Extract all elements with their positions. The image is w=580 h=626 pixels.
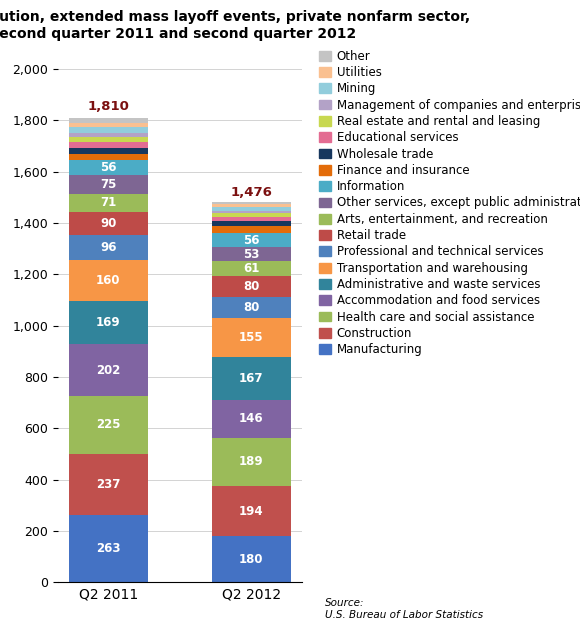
Bar [69,344,148,396]
Bar [212,210,291,213]
Text: Source:
U.S. Bureau of Labor Statistics: Source: U.S. Bureau of Labor Statistics [325,598,483,620]
Text: 56: 56 [243,233,259,247]
Bar [69,235,148,260]
Bar [69,515,148,582]
Text: 160: 160 [96,274,121,287]
Bar [212,217,291,221]
Bar [212,221,291,226]
Text: 189: 189 [239,456,263,468]
Text: 80: 80 [243,280,259,293]
Text: 194: 194 [239,505,263,518]
Text: 146: 146 [239,413,263,426]
Bar [212,233,291,247]
Bar [69,148,148,153]
Bar [69,175,148,194]
Bar [69,396,148,454]
Text: 169: 169 [96,316,121,329]
Bar [212,204,291,207]
Bar [212,297,291,317]
Bar [69,160,148,175]
Text: 61: 61 [243,262,259,275]
Text: 180: 180 [239,553,263,565]
Bar [69,123,148,127]
Bar [212,317,291,357]
Text: 1,810: 1,810 [88,100,129,113]
Text: 80: 80 [243,301,259,314]
Text: 71: 71 [100,197,117,210]
Text: 237: 237 [96,478,121,491]
Text: 96: 96 [100,241,117,254]
Text: 263: 263 [96,542,121,555]
Bar [69,212,148,235]
Text: 155: 155 [239,331,263,344]
Text: Industry distribution, extended mass layoff events, private nonfarm sector,
seco: Industry distribution, extended mass lay… [0,11,470,41]
Bar [212,400,291,438]
Bar [212,207,291,210]
Bar [212,438,291,486]
Bar [69,194,148,212]
Bar [69,133,148,137]
Text: 53: 53 [243,247,259,260]
Bar [212,226,291,233]
Bar [212,202,291,204]
Text: 90: 90 [100,217,117,230]
Bar [212,536,291,582]
Text: 202: 202 [96,364,121,377]
Bar [69,118,148,123]
Text: 56: 56 [100,161,117,174]
Text: 167: 167 [239,372,263,385]
Bar [69,142,148,148]
Bar [212,357,291,400]
Bar [212,261,291,277]
Text: 75: 75 [100,178,117,191]
Bar [69,153,148,160]
Bar [212,213,291,217]
Bar [69,260,148,301]
Bar [212,247,291,261]
Bar [69,454,148,515]
Bar [69,127,148,133]
Text: 1,476: 1,476 [230,186,272,198]
Bar [212,486,291,536]
Bar [212,277,291,297]
Bar [69,137,148,142]
Legend: Other, Utilities, Mining, Management of companies and enterprises, Real estate a: Other, Utilities, Mining, Management of … [319,49,580,356]
Text: 225: 225 [96,418,121,431]
Bar [69,301,148,344]
